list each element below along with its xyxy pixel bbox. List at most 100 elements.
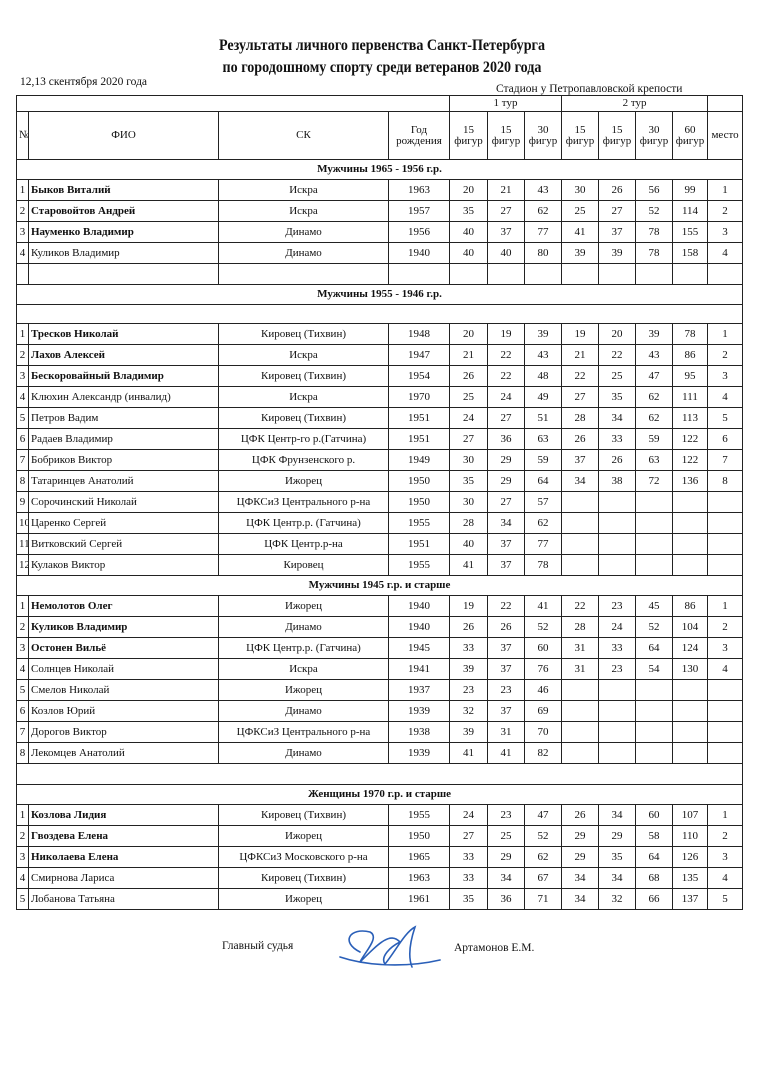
participant-name: Сорочинский Николай — [28, 491, 219, 513]
place: 1 — [707, 804, 744, 826]
score-cell: 56 — [635, 179, 673, 201]
table-row: 4 Клюхин Александр (инвалид) Искра 1970 25 24… — [16, 386, 744, 408]
birth-year: 1939 — [388, 700, 450, 722]
score-cell: 24 — [487, 386, 525, 408]
score-cell: 23 — [598, 658, 636, 680]
score-cell: 95 — [671, 365, 709, 387]
score-cell: 22 — [561, 595, 599, 617]
row-number: 3 — [16, 637, 29, 659]
header-col: 60 фигур — [671, 111, 709, 160]
table-row: 1 Немолотов Олег Ижорец 1940 19 22 41 22 23 45 86 1 — [16, 595, 744, 617]
header-row: № ФИО СК Год рождения 15 фигур 15 фигур … — [16, 111, 744, 160]
club: Кировец (Тихвин) — [218, 323, 389, 345]
score-cell: 30 — [561, 179, 599, 201]
place — [707, 700, 744, 722]
score-cell: 124 — [671, 637, 709, 659]
score-cell — [635, 512, 673, 534]
table-row: 4 Смирнова Лариса Кировец (Тихвин) 1963 33 34… — [16, 867, 744, 889]
score-cell: 110 — [671, 825, 709, 847]
score-cell: 34 — [487, 512, 525, 534]
score-cell: 27 — [561, 386, 599, 408]
score-cell — [671, 554, 709, 576]
score-cell: 26 — [598, 449, 636, 471]
score-cell: 59 — [635, 428, 673, 450]
empty-cell — [449, 263, 488, 285]
score-cell: 29 — [561, 846, 599, 868]
row-number: 4 — [16, 867, 29, 889]
score-cell: 33 — [598, 637, 636, 659]
score-cell: 29 — [561, 825, 599, 847]
score-cell — [598, 512, 636, 534]
birth-year: 1947 — [388, 344, 450, 366]
score-cell — [635, 533, 673, 555]
score-cell: 70 — [524, 721, 562, 743]
participant-name: Козлова Лидия — [28, 804, 219, 826]
score-cell: 34 — [598, 867, 636, 889]
score-cell: 37 — [487, 637, 525, 659]
row-number: 3 — [16, 846, 29, 868]
score-cell: 19 — [561, 323, 599, 345]
birth-year: 1938 — [388, 721, 450, 743]
score-cell: 27 — [598, 200, 636, 222]
score-cell: 130 — [671, 658, 709, 680]
row-number: 12 — [16, 554, 29, 576]
score-cell: 54 — [635, 658, 673, 680]
score-cell: 27 — [487, 491, 525, 513]
section-header: Мужчины 1965 - 1956 г.р. — [15, 159, 744, 180]
score-cell: 64 — [635, 846, 673, 868]
score-cell — [598, 679, 636, 701]
club: Искра — [218, 344, 389, 366]
birth-year: 1951 — [388, 428, 450, 450]
club: Кировец (Тихвин) — [218, 867, 389, 889]
club: Ижорец — [218, 470, 389, 492]
row-number: 7 — [16, 449, 29, 471]
score-cell: 80 — [524, 242, 562, 264]
score-cell: 76 — [524, 658, 562, 680]
chief-judge-label: Главный судья — [222, 940, 294, 952]
club: Кировец (Тихвин) — [218, 407, 389, 429]
score-cell — [561, 742, 599, 764]
score-cell — [561, 533, 599, 555]
score-cell: 32 — [449, 700, 488, 722]
score-cell: 19 — [487, 323, 525, 345]
row-number: 1 — [16, 595, 29, 617]
score-cell: 52 — [635, 200, 673, 222]
empty-cell — [388, 263, 450, 285]
empty-row — [16, 263, 744, 285]
section-header: Женщины 1970 г.р. и старше — [15, 784, 744, 805]
score-cell — [598, 554, 636, 576]
score-cell — [671, 533, 709, 555]
score-cell: 28 — [449, 512, 488, 534]
birth-year: 1948 — [388, 323, 450, 345]
participant-name: Радаев Владимир — [28, 428, 219, 450]
score-cell: 64 — [524, 470, 562, 492]
score-cell: 136 — [671, 470, 709, 492]
event-venue: Стадион у Петропавловской крепости — [496, 83, 683, 95]
score-cell: 40 — [449, 221, 488, 243]
score-cell: 35 — [598, 846, 636, 868]
score-cell: 26 — [561, 428, 599, 450]
score-cell: 39 — [598, 242, 636, 264]
row-number: 2 — [16, 200, 29, 222]
score-cell: 52 — [524, 616, 562, 638]
score-cell — [635, 679, 673, 701]
club: ЦФК Центр.р. (Гатчина) — [218, 512, 389, 534]
place: 3 — [707, 846, 744, 868]
score-cell: 23 — [449, 679, 488, 701]
birth-year: 1956 — [388, 221, 450, 243]
score-cell: 67 — [524, 867, 562, 889]
score-cell: 26 — [598, 179, 636, 201]
participant-name: Петров Вадим — [28, 407, 219, 429]
birth-year: 1970 — [388, 386, 450, 408]
score-cell: 68 — [635, 867, 673, 889]
row-number: 5 — [16, 679, 29, 701]
score-cell: 37 — [487, 658, 525, 680]
birth-year: 1951 — [388, 533, 450, 555]
place — [707, 721, 744, 743]
club: Ижорец — [218, 888, 389, 910]
header-col: 15 фигур — [487, 111, 525, 160]
club: ЦФКСиЗ Центрального р-на — [218, 721, 389, 743]
row-number: 4 — [16, 658, 29, 680]
